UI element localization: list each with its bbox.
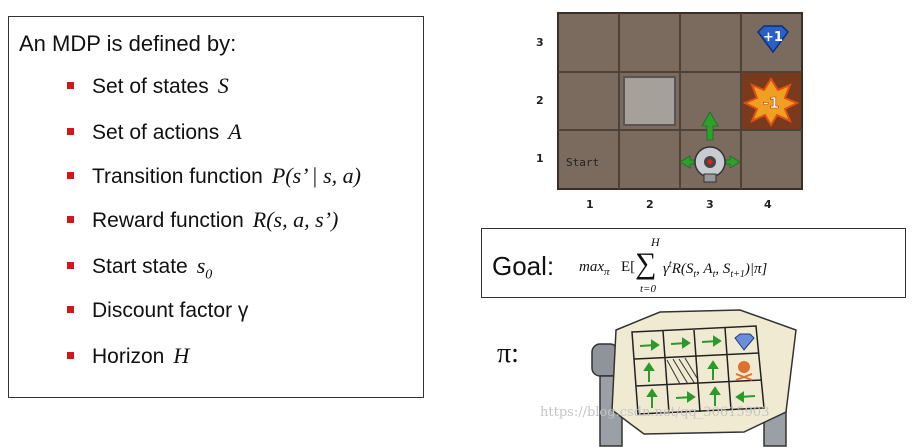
arrow-left-icon bbox=[679, 155, 695, 169]
policy-label: π: bbox=[497, 338, 519, 369]
arrow-up-icon bbox=[643, 362, 655, 371]
row-label: 1 bbox=[536, 152, 544, 165]
list-item-transition: Transition function P(s’ | s, a) bbox=[67, 163, 361, 189]
goal-label: Goal: bbox=[492, 251, 555, 281]
col-label: 1 bbox=[586, 198, 594, 211]
bullet-icon bbox=[67, 82, 74, 89]
item-symbol: R(s, a, s’) bbox=[252, 207, 339, 232]
item-label: Transition function bbox=[92, 165, 263, 188]
list-item-reward: Reward function R(s, a, s’) bbox=[67, 207, 338, 233]
bullet-icon bbox=[67, 262, 74, 269]
arrow-right-icon bbox=[687, 391, 696, 403]
diamond-icon bbox=[757, 25, 789, 54]
item-symbol: H bbox=[173, 343, 190, 368]
arrow-up-icon bbox=[646, 388, 658, 397]
sum-upper-limit: H bbox=[651, 235, 660, 249]
minus-reward-label: -1 bbox=[763, 94, 780, 112]
arrow-right-icon bbox=[651, 339, 660, 351]
explosion-icon bbox=[742, 77, 800, 127]
bullet-icon bbox=[67, 128, 74, 135]
grid-lines bbox=[558, 13, 802, 189]
robot-icon bbox=[694, 146, 726, 183]
grid-svg: -1 +1 Start bbox=[557, 12, 803, 190]
gridworld-diagram: 3 2 1 1 2 3 4 -1 +1 Start bbox=[520, 6, 820, 216]
plus-reward-label: +1 bbox=[763, 30, 783, 45]
policy-map-illustration bbox=[591, 309, 797, 447]
mdp-title: An MDP is defined by: bbox=[19, 31, 237, 56]
mdp-definition-box: An MDP is defined by: Set of states S Se… bbox=[8, 16, 424, 398]
map-grid bbox=[631, 325, 765, 415]
watermark-url: https://blog.csdn.net/qq_30615903 bbox=[540, 405, 770, 420]
arrow-right-icon bbox=[725, 155, 741, 169]
item-label: Horizon bbox=[92, 345, 165, 368]
arrow-up-icon bbox=[707, 360, 719, 369]
map-policy-arrows bbox=[639, 335, 756, 408]
arrow-up-icon bbox=[701, 111, 719, 141]
item-symbol: A bbox=[228, 119, 242, 144]
bullet-icon bbox=[67, 172, 74, 179]
map-wall-cell bbox=[666, 357, 698, 385]
list-item-actions: Set of actions A bbox=[67, 119, 242, 145]
arrow-right-icon bbox=[713, 335, 722, 347]
item-label: Discount factor γ bbox=[92, 299, 249, 322]
item-label: Reward function bbox=[92, 209, 244, 232]
col-label: 4 bbox=[764, 198, 772, 211]
list-item-states: Set of states S bbox=[67, 73, 229, 99]
robot-hand-left-icon bbox=[591, 343, 623, 447]
action-arrows bbox=[679, 111, 741, 169]
col-label: 3 bbox=[706, 198, 714, 211]
bullet-icon bbox=[67, 352, 74, 359]
arrow-right-icon bbox=[682, 337, 691, 349]
list-item-horizon: Horizon H bbox=[67, 343, 189, 369]
bullet-icon bbox=[67, 306, 74, 313]
bullet-icon bbox=[67, 216, 74, 223]
arrow-up-icon bbox=[709, 386, 721, 395]
row-label: 3 bbox=[536, 36, 544, 49]
item-label: Start state bbox=[92, 255, 188, 278]
item-symbol: s0 bbox=[196, 253, 213, 283]
item-symbol: P(s’ | s, a) bbox=[271, 163, 361, 188]
item-label: Set of states bbox=[92, 75, 209, 98]
map-diamond-icon bbox=[734, 333, 755, 351]
list-item-start-state: Start state s0 bbox=[67, 253, 212, 283]
goal-box: Goal: maxπ E[ H ∑ t=0 γtR(St, At, St+1)|… bbox=[481, 228, 906, 298]
sum-lower-limit: t=0 bbox=[640, 283, 656, 295]
start-label: Start bbox=[566, 156, 599, 169]
item-label: Set of actions bbox=[92, 121, 220, 144]
col-label: 2 bbox=[646, 198, 654, 211]
wall-cell bbox=[623, 76, 676, 126]
item-symbol: S bbox=[217, 73, 229, 98]
sigma-icon: ∑ bbox=[635, 247, 657, 280]
row-label: 2 bbox=[536, 94, 544, 107]
arrow-left-icon bbox=[735, 391, 744, 403]
list-item-discount: Discount factor γ bbox=[67, 299, 248, 323]
map-skull-icon bbox=[735, 361, 753, 381]
